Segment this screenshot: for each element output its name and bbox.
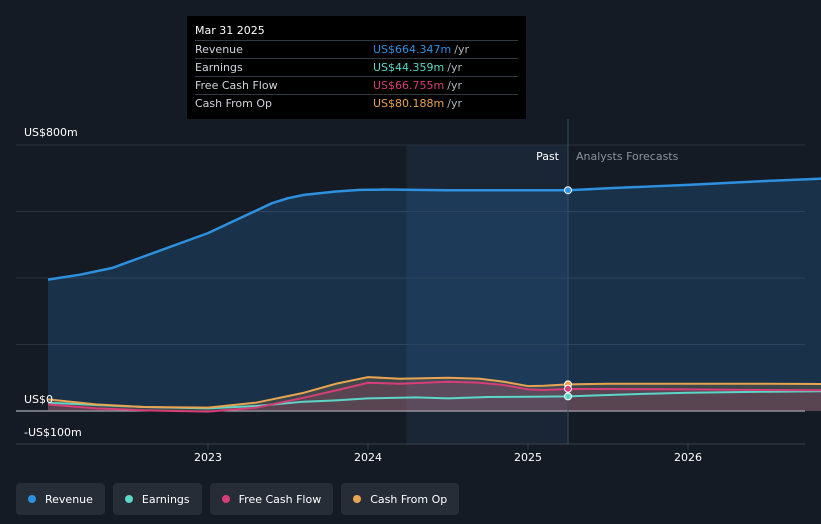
tooltip-row-free-cash-flow: Free Cash Flow US$66.755m /yr <box>195 76 518 94</box>
tooltip-value: US$66.755m <box>373 79 445 92</box>
x-tick-label: 2024 <box>354 451 382 464</box>
y-tick-label: US$800m <box>24 126 78 139</box>
tooltip-label: Earnings <box>195 61 243 74</box>
tooltip-row-cash-from-op: Cash From Op US$80.188m /yr <box>195 94 518 112</box>
legend-dot-icon <box>124 495 133 503</box>
tooltip-value: US$80.188m <box>373 97 445 110</box>
tooltip-unit: /yr <box>447 79 462 92</box>
tooltip: Mar 31 2025 Revenue US$664.347m /yr Earn… <box>187 16 526 119</box>
y-tick-label: US$0 <box>24 393 53 406</box>
chart-area: Past Analysts Forecasts US$800m US$0 -US$100… <box>16 119 821 464</box>
past-label: Past <box>536 150 560 163</box>
tooltip-label: Revenue <box>195 43 243 56</box>
legend-label: Earnings <box>141 492 190 506</box>
series-line-revenue <box>47 177 821 281</box>
legend-label: Free Cash Flow <box>238 492 322 506</box>
divider-marker-0 <box>564 186 572 195</box>
tooltip-unit: /yr <box>454 43 469 56</box>
legend-item-free-cash-flow[interactable]: Free Cash Flow <box>209 483 334 515</box>
tooltip-unit: /yr <box>447 61 462 74</box>
legend-dot-icon <box>353 495 362 503</box>
legend-item-cash-from-op[interactable]: Cash From Op <box>341 483 460 515</box>
tooltip-date: Mar 31 2025 <box>195 24 265 37</box>
tooltip-label: Free Cash Flow <box>195 79 278 92</box>
legend: Revenue Earnings Free Cash Flow Cash Fro… <box>16 483 460 515</box>
past-highlight-region <box>406 145 568 444</box>
tooltip-value: US$44.359m <box>373 61 445 74</box>
y-tick-label: -US$100m <box>24 426 82 439</box>
tooltip-label: Cash From Op <box>195 97 273 110</box>
revenue-area <box>48 178 821 411</box>
x-tick-label: 2026 <box>674 451 702 464</box>
series-area-3 <box>48 377 821 411</box>
divider-marker-3 <box>564 392 572 401</box>
forecast-label: Analysts Forecasts <box>576 150 679 163</box>
x-tick-label: 2025 <box>514 451 542 464</box>
tooltip-row-revenue: Revenue US$664.347m /yr <box>195 40 518 58</box>
series-line-free-cash-flow <box>47 380 821 413</box>
legend-label: Revenue <box>45 492 93 506</box>
tooltip-value: US$664.347m <box>373 43 452 56</box>
series-line-cash-from-op <box>47 376 821 409</box>
legend-dot-icon <box>221 495 230 503</box>
legend-label: Cash From Op <box>370 492 448 506</box>
legend-item-earnings[interactable]: Earnings <box>112 483 202 515</box>
legend-item-revenue[interactable]: Revenue <box>16 483 105 515</box>
legend-dot-icon <box>28 495 36 503</box>
tooltip-unit: /yr <box>447 97 462 110</box>
tooltip-row-earnings: Earnings US$44.359m /yr <box>195 58 518 76</box>
x-tick-label: 2023 <box>194 451 222 464</box>
divider-marker-2 <box>564 384 572 393</box>
